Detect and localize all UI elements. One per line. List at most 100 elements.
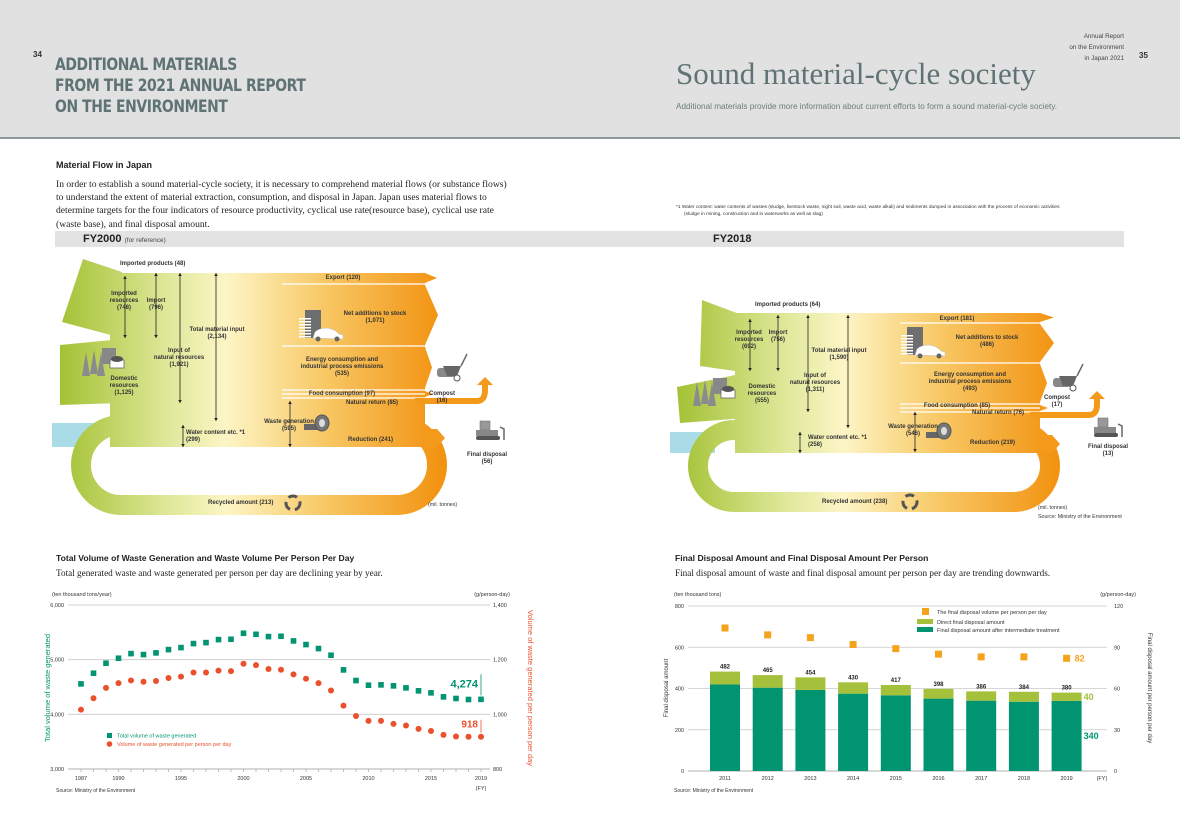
arrow-head xyxy=(846,315,850,318)
tree-icon xyxy=(708,382,716,406)
fy2018-domestic-label: Domestic resources (555) xyxy=(748,384,777,405)
window xyxy=(901,350,913,352)
waste-total-point xyxy=(90,670,97,677)
y-tick-label: 5,000 xyxy=(50,658,64,664)
fy2018-final-label: Final disposal (13) xyxy=(1088,444,1128,458)
page-title: Sound material-cycle society xyxy=(676,56,1036,91)
fy2000-imported-resources-label: Imported resources (748) xyxy=(110,291,139,312)
waste-total-point xyxy=(440,694,447,700)
fy2000-water-label-line: Water content etc. *1 xyxy=(186,430,246,436)
recycle-arrows xyxy=(901,493,919,511)
fy2018-stock-label: Net additions to stock (486) xyxy=(956,335,1019,349)
waste-total-point xyxy=(103,660,109,667)
waste-per-person-point xyxy=(103,684,109,691)
arrow-head xyxy=(776,368,780,371)
arrow-head xyxy=(123,276,127,279)
fy2000-total-input-label-line: Total material input xyxy=(189,327,245,333)
fy2018-compost-label: Compost (17) xyxy=(1044,395,1070,409)
fy2000-stock-label-line: (1,071) xyxy=(365,318,385,324)
x-tick-label: 2011 xyxy=(719,776,731,782)
bar-after-treatment xyxy=(795,689,826,771)
page-number-right: 35 xyxy=(1139,51,1148,60)
x-tick-label: 2019 xyxy=(1060,776,1072,782)
waste-per-person-point xyxy=(215,667,222,674)
fy2000-compost-label-line: (16) xyxy=(436,398,448,404)
y-tick-label: 0 xyxy=(681,769,684,775)
waste-total-point xyxy=(290,638,297,644)
waste-total-point xyxy=(278,633,284,640)
waste-total-point xyxy=(353,677,359,684)
wheel xyxy=(453,374,461,382)
intro-line: (waste base), and final disposal amount. xyxy=(56,218,210,230)
compost-arrowhead xyxy=(477,377,493,385)
chart-source: Source: Ministry of the Environment xyxy=(674,788,754,794)
x-tick-label: 2010 xyxy=(362,776,374,782)
y-tick-label: 4,000 xyxy=(50,712,64,718)
fy2000-energy-label-line: (535) xyxy=(334,371,350,377)
arrow-head xyxy=(288,401,292,404)
waste-per-person-point xyxy=(415,725,422,732)
fy2018-compost-label-line: (17) xyxy=(1051,402,1063,408)
tree-icon xyxy=(97,352,105,376)
window xyxy=(901,338,913,340)
waste-per-person-point xyxy=(403,722,409,729)
right-unit-label: (g/person-day) xyxy=(1100,592,1136,598)
fy2018-import-label-line: (756) xyxy=(770,337,786,343)
bar-total-label: 398 xyxy=(933,682,944,688)
window xyxy=(901,344,913,346)
y2-tick-label: 0 xyxy=(1114,769,1117,775)
imported-resources-wedge xyxy=(700,300,742,372)
annotation-40: 40 xyxy=(1084,692,1094,702)
fy2000-import-label-line: Import xyxy=(146,298,166,304)
waste-total-point xyxy=(378,682,384,688)
per-person-point xyxy=(806,634,814,642)
report-name: Annual Report on the Environment in Japa… xyxy=(1069,31,1124,64)
tire-hole xyxy=(319,419,325,427)
window xyxy=(299,336,311,338)
waste-per-person-point xyxy=(315,680,322,687)
fy2018-total-input-label-line: (1,590) xyxy=(829,355,849,361)
fy2018-domestic-label-line: Domestic xyxy=(748,384,776,390)
fy2018-energy-label-line: Energy consumption and xyxy=(933,372,1007,378)
per-person-point xyxy=(892,645,900,653)
fy2000-final-label-line: (56) xyxy=(481,459,493,465)
fy2000-energy-label-line: Energy consumption and xyxy=(305,357,379,363)
fy-header-band xyxy=(55,231,1124,247)
legend-square xyxy=(922,608,929,615)
y-axis-title: Final disposal amount xyxy=(664,658,670,717)
x-tick-label: 2015 xyxy=(425,776,437,782)
bar-after-treatment xyxy=(838,693,869,771)
fy2018-waste-label-line: (546) xyxy=(905,431,921,437)
section-title-line: FROM THE 2021 ANNUAL REPORT xyxy=(55,76,306,96)
arrow-head xyxy=(178,400,182,403)
waste-total-point xyxy=(315,645,322,652)
tire-icon xyxy=(304,414,330,432)
fy2000-waste-label-line: (595) xyxy=(281,426,297,432)
waste-per-person-point xyxy=(290,671,297,678)
wheel xyxy=(917,353,923,359)
bar-after-treatment xyxy=(1008,701,1039,771)
fy2000-energy-label-line: industrial process emissions xyxy=(300,364,384,370)
fy2018-domestic-label-line: resources xyxy=(747,391,777,397)
waste-total-point xyxy=(203,639,209,646)
fy2018-natural-input-label-line: natural resources xyxy=(789,380,841,386)
fy2000-imported-products-label: Imported products (48) xyxy=(120,261,186,267)
arrow-head xyxy=(181,425,185,428)
intro-line: In order to establish a sound material-c… xyxy=(56,179,507,190)
fy2000-import-label: Import (796) xyxy=(147,298,166,312)
waste-per-person-point xyxy=(465,733,472,740)
fy2018-total-input-label-line: Total material input xyxy=(811,348,867,354)
waste-per-person-point xyxy=(365,717,372,724)
legend-label: The final disposal volume per person per… xyxy=(937,610,1047,616)
legend-square xyxy=(107,733,112,738)
fy2000-note: (for reference) xyxy=(124,237,166,244)
fy2018-recycled-label: Recycled amount (238) xyxy=(822,499,888,505)
tire-icon xyxy=(926,422,952,440)
compost-arrow xyxy=(1030,399,1100,418)
bar-direct-disposal xyxy=(838,682,869,694)
x-tick-label: 1995 xyxy=(175,776,187,782)
fy2000-natural-input-label: Input of natural resources (1,921) xyxy=(154,348,204,369)
window xyxy=(901,341,913,343)
wheel xyxy=(936,353,942,359)
y2-tick-label: 1,000 xyxy=(493,712,507,718)
